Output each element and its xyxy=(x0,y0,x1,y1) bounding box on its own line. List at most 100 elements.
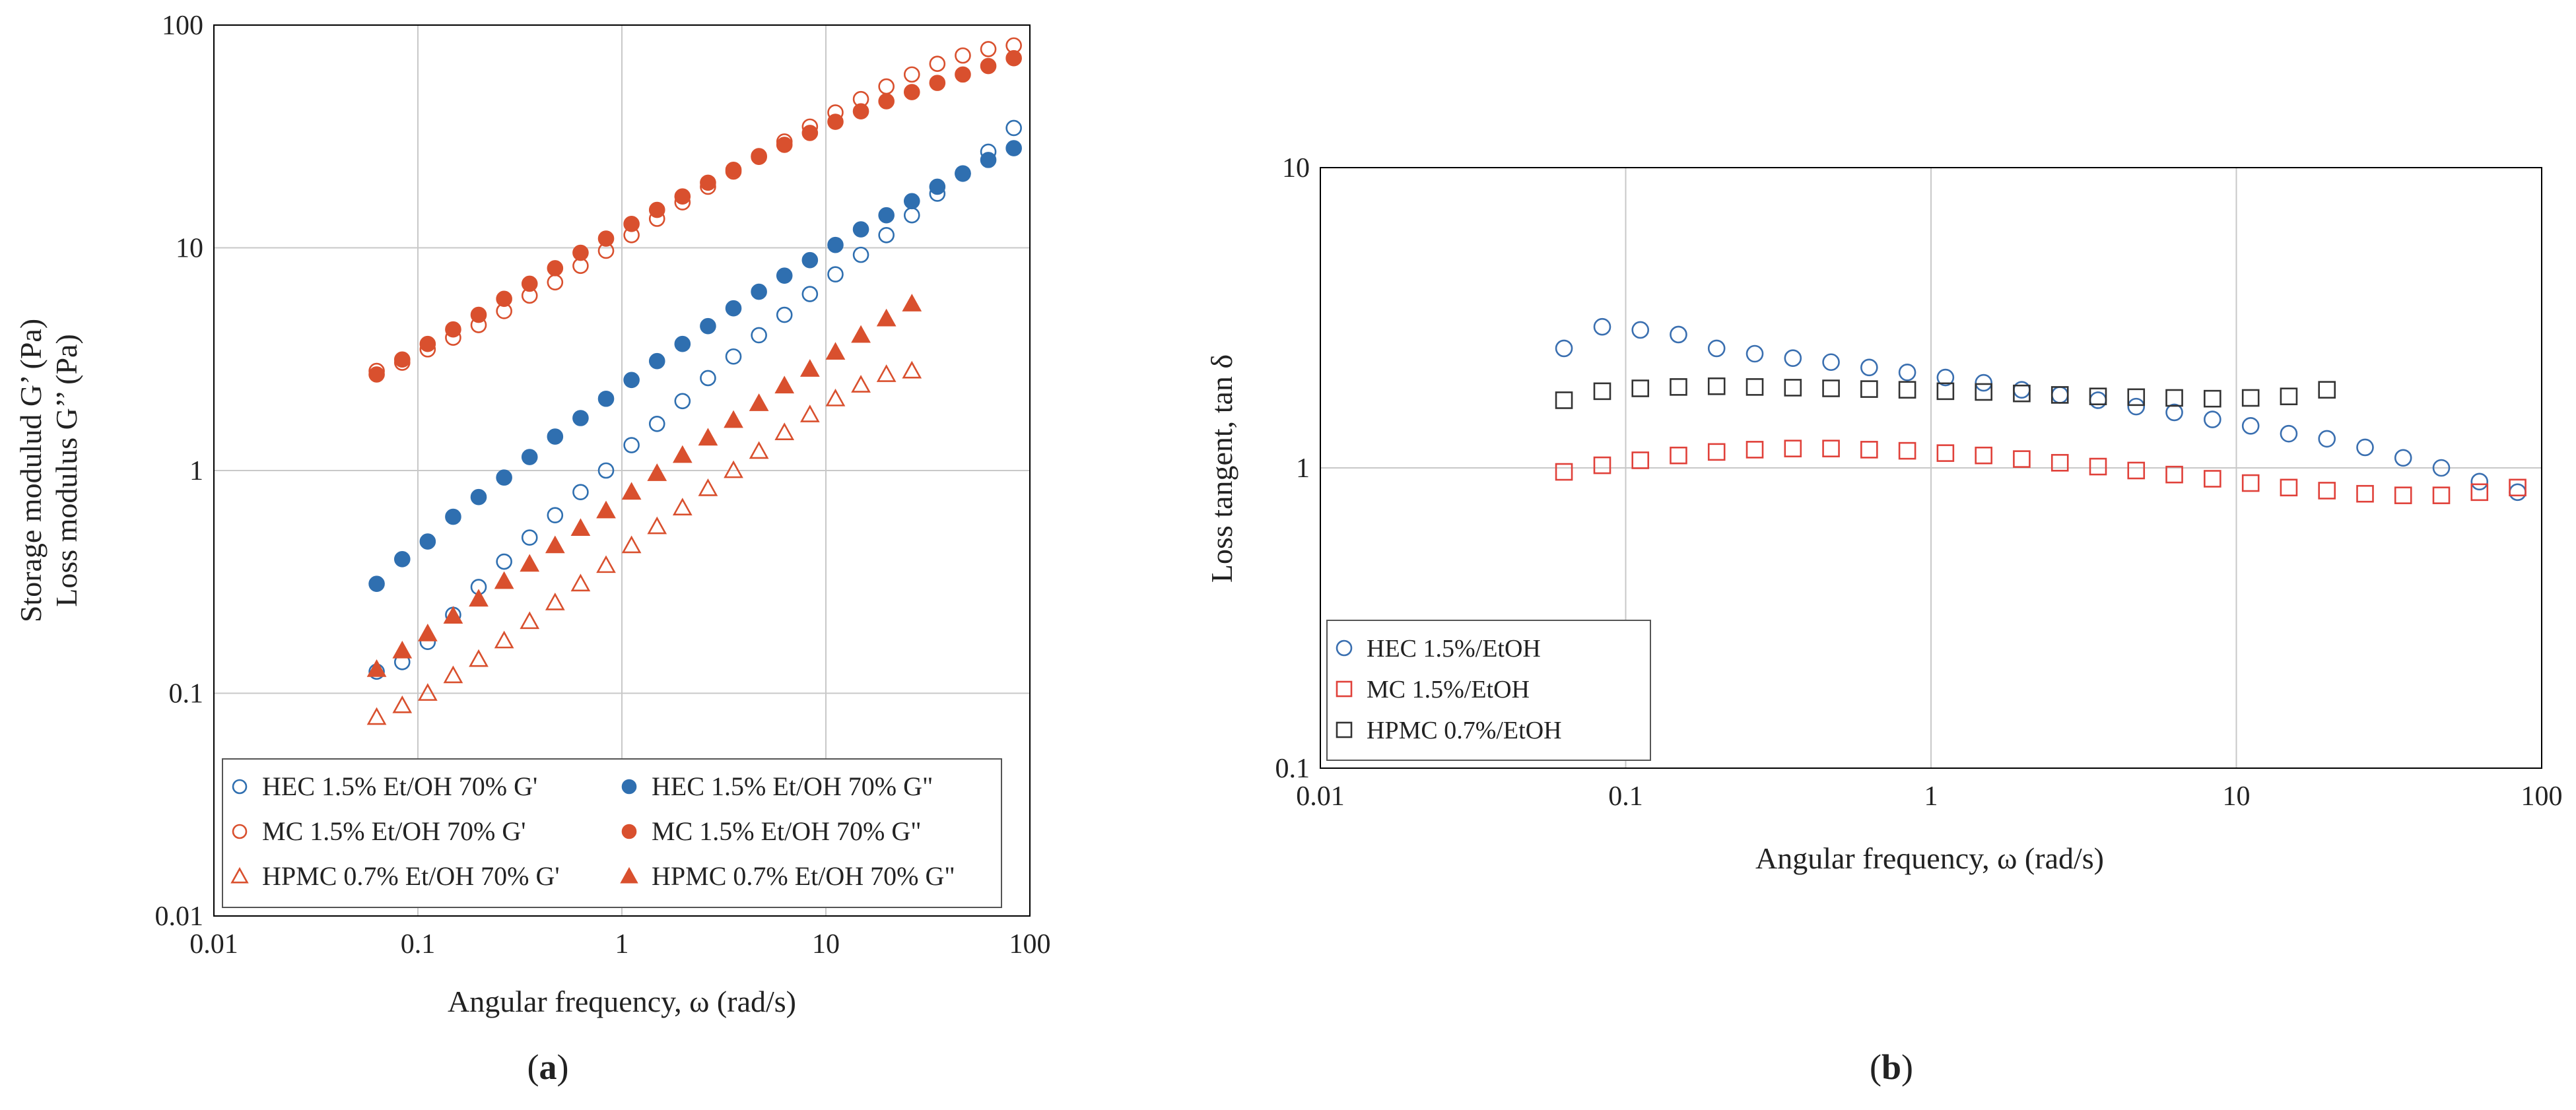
panel-a-data-point xyxy=(545,535,565,554)
panel-a-data-point xyxy=(392,695,413,713)
panel-a-data-point xyxy=(774,375,795,394)
panel-a-data-point xyxy=(825,342,846,360)
panel-a-data-point xyxy=(724,410,743,428)
panel-a-data-point xyxy=(366,707,387,725)
panel-a-legend-box xyxy=(222,758,1002,908)
panel-a-data-point xyxy=(751,283,767,300)
panel-b-y-axis-label: Loss tangent, tan δ xyxy=(1205,354,1238,583)
panel-a-data-point xyxy=(749,441,769,459)
panel-a-data-point xyxy=(417,683,438,701)
panel-a-data-point xyxy=(647,516,667,535)
panel-a-data-point xyxy=(419,533,436,550)
panel-a-data-point xyxy=(827,266,844,283)
panel-a-legend-marker xyxy=(621,824,637,839)
panel-a-data-point xyxy=(368,575,385,592)
panel-a-data-point xyxy=(801,286,819,302)
panel-a-legend-label: HEC 1.5% Et/OH 70% G" xyxy=(652,771,933,801)
panel-a-data-point xyxy=(776,306,793,323)
panel-a-y-tick-label: 0.1 xyxy=(169,679,204,709)
panel-b-legend-marker xyxy=(1336,639,1353,657)
panel-a-y-tick-label: 1 xyxy=(189,456,203,486)
panel-a-series-1 xyxy=(368,119,1022,680)
panel-a-data-point xyxy=(955,165,971,181)
panel-a-data-point xyxy=(494,571,514,589)
panel-a-x-tick-label: 1 xyxy=(615,929,629,960)
panel-b-data-point xyxy=(2318,430,2336,448)
panel-b-data-point xyxy=(2241,474,2260,492)
panel-a-data-point xyxy=(496,553,512,570)
panel-a-data-point xyxy=(878,226,895,244)
panel-b-data-point xyxy=(2204,389,2221,408)
panel-a-data-point xyxy=(547,428,564,445)
panel-a-data-point xyxy=(902,360,922,379)
panel-a-x-tick-label: 100 xyxy=(1009,929,1051,960)
panel-b-y-tick-label: 1 xyxy=(1296,453,1310,484)
panel-b-data-point xyxy=(2127,397,2146,416)
panel-b-data-point xyxy=(1936,444,1955,462)
panel-a-data-point xyxy=(674,393,691,410)
panel-b-x-tick-label: 10 xyxy=(2223,781,2251,812)
panel-b-legend-label: HPMC 0.7%/EtOH xyxy=(1367,717,1562,744)
panel-a-data-point xyxy=(445,321,461,338)
panel-a-data-point xyxy=(724,460,743,478)
panel-b-x-tick-label: 1 xyxy=(1924,781,1938,812)
panel-b-plot-frame xyxy=(1320,167,2542,769)
panel-b-data-point xyxy=(2089,391,2107,409)
panel-b-label: b xyxy=(1881,1047,1901,1087)
panel-b-caption: (b) xyxy=(1870,1047,1913,1087)
panel-a-data-point xyxy=(776,137,793,153)
panel-a-data-point xyxy=(929,75,946,91)
panel-b-data-point xyxy=(1860,358,1878,377)
panel-b-data-point xyxy=(1555,339,1573,358)
panel-a-data-point xyxy=(751,327,767,344)
panel-b-data-point xyxy=(2165,389,2183,407)
panel-b-data-point xyxy=(2089,457,2107,476)
panel-a: 0.01 0.1 1 10 100 0.01 0.1 1 10 100 HEC 1.5% Et/O… xyxy=(14,11,1051,1087)
panel-a-data-point xyxy=(799,405,820,422)
panel-a-data-point xyxy=(878,78,895,95)
panel-b-data-point xyxy=(1975,374,1992,392)
panel-b-data-point xyxy=(1898,363,1916,381)
panel-b-data-point xyxy=(2318,482,2336,500)
panel-a-data-point xyxy=(980,41,997,57)
panel-a-data-point xyxy=(368,366,385,383)
panel-a-data-point xyxy=(521,449,538,465)
panel-a-data-point xyxy=(827,236,844,253)
panel-b-y-tick-label: 0.1 xyxy=(1275,754,1310,784)
panel-a-data-point xyxy=(902,294,922,311)
panel-a-data-point xyxy=(700,370,716,387)
panel-a-data-point xyxy=(570,518,591,537)
panel-a-data-point xyxy=(698,428,718,446)
panel-b-data-point xyxy=(1822,379,1840,397)
panel-a-x-tick-label: 10 xyxy=(812,929,840,960)
panel-a-data-point xyxy=(393,351,411,368)
panel-a-legend-marker xyxy=(620,866,638,884)
panel-a-data-point xyxy=(496,290,512,308)
panel-b-data-point xyxy=(1822,353,1840,372)
panel-b-data-point xyxy=(1670,378,1687,396)
panel-a-data-point xyxy=(597,462,615,479)
panel-b-data-point xyxy=(2470,483,2489,502)
panel-a-data-point xyxy=(851,375,871,393)
panel-a-data-point xyxy=(1005,119,1022,137)
panel-a-data-point xyxy=(852,221,869,238)
panel-a-data-point xyxy=(980,57,997,75)
panel-a-data-point xyxy=(903,84,920,100)
panel-a-data-point xyxy=(672,498,693,515)
panel-a-data-point xyxy=(547,260,564,277)
panel-b-data-point xyxy=(2013,384,2031,403)
panel-a-data-point xyxy=(700,174,716,191)
panel-b-y-tick-label: 10 xyxy=(1282,153,1310,183)
panel-a-data-point xyxy=(623,216,640,232)
panel-a-data-point xyxy=(597,230,615,247)
panel-b-legend-marker xyxy=(1336,680,1353,698)
panel-b-data-point xyxy=(1707,443,1726,461)
panel-a-legend-label: HEC 1.5% Et/OH 70% G' xyxy=(262,771,537,801)
panel-a-data-point xyxy=(876,308,897,327)
panel-a-y-tick-label: 0.01 xyxy=(155,901,204,932)
panel-b-legend-label: MC 1.5%/EtOH xyxy=(1367,676,1530,703)
panel-b-data-point xyxy=(2127,388,2146,407)
panel-a-data-point xyxy=(648,415,665,432)
